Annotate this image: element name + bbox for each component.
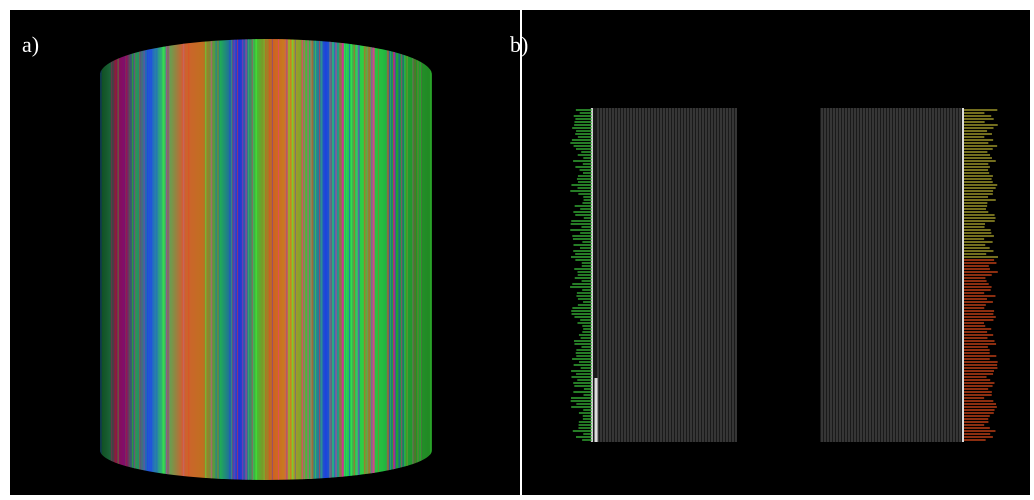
panel-label: b) — [510, 32, 528, 57]
page: a) b) (() => { const data = JSON.parse(d… — [0, 0, 1034, 500]
cylinder — [100, 30, 432, 490]
panel-label: a) — [22, 32, 39, 57]
figure: a) b) — [0, 0, 1034, 500]
